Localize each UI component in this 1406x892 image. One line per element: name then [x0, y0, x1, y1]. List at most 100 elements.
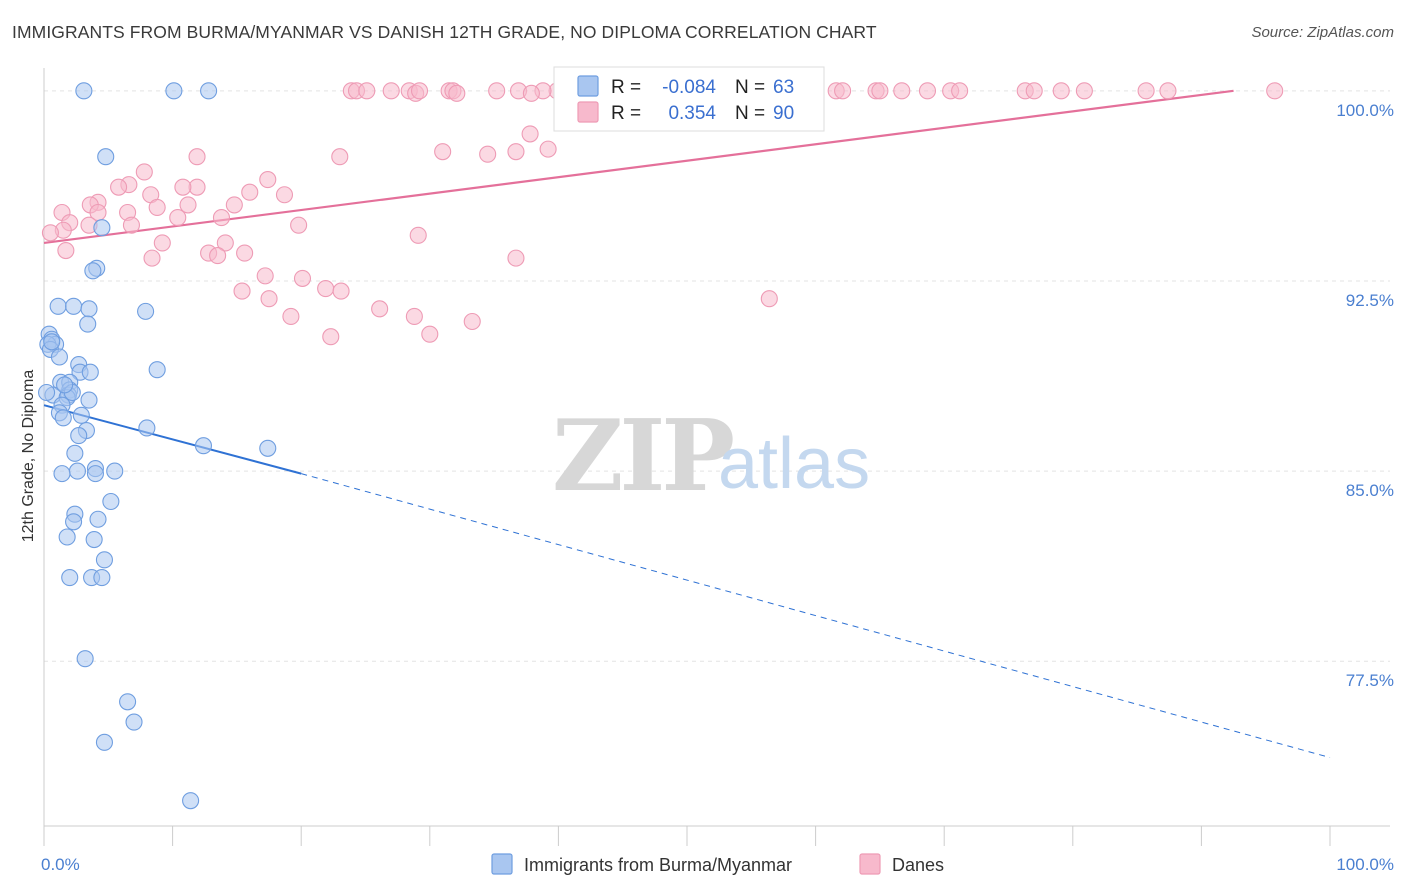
- n-value-blue: 63: [773, 77, 794, 98]
- point-danes: [507, 143, 525, 161]
- point-burma: [68, 462, 86, 480]
- point-burma: [138, 419, 156, 437]
- point-burma: [56, 376, 74, 394]
- bottom-legend: Immigrants from Burma/Myanmar Danes: [491, 853, 944, 875]
- point-burma: [93, 569, 111, 587]
- point-burma: [85, 530, 103, 549]
- point-danes: [290, 216, 308, 234]
- x-tick-label-min: 0.0%: [41, 855, 80, 874]
- bottom-legend-swatch-blue: [491, 853, 513, 875]
- n-label-pink: N =: [735, 103, 765, 124]
- point-burma: [200, 82, 218, 100]
- r-value-blue: -0.084: [662, 77, 716, 98]
- point-danes: [371, 300, 389, 318]
- point-burma: [58, 528, 76, 546]
- point-danes: [434, 143, 452, 161]
- point-burma: [93, 219, 111, 237]
- bottom-legend-label-blue: Immigrants from Burma/Myanmar: [524, 855, 792, 875]
- point-burma: [76, 650, 94, 668]
- point-danes: [463, 312, 481, 331]
- r-label-pink: R =: [611, 103, 641, 124]
- point-danes: [260, 290, 278, 308]
- point-danes: [225, 196, 243, 214]
- point-danes: [57, 241, 75, 260]
- point-burma: [75, 82, 93, 100]
- point-danes: [135, 163, 153, 181]
- point-danes: [209, 247, 227, 265]
- point-danes: [293, 269, 312, 287]
- point-danes: [122, 216, 140, 234]
- r-value-pink: 0.354: [668, 103, 716, 124]
- point-burma: [86, 465, 104, 483]
- point-burma: [125, 713, 143, 731]
- point-burma: [49, 297, 67, 315]
- point-danes: [405, 307, 423, 325]
- point-burma: [148, 361, 166, 379]
- point-danes: [1075, 82, 1093, 100]
- point-danes: [410, 82, 429, 100]
- point-burma: [79, 315, 97, 333]
- point-burma: [65, 513, 83, 531]
- watermark-zip: ZIP: [552, 399, 733, 514]
- point-danes: [241, 183, 259, 201]
- point-danes: [179, 196, 197, 214]
- point-danes: [488, 82, 506, 100]
- point-burma: [50, 348, 68, 366]
- point-danes: [918, 82, 937, 100]
- point-danes: [448, 84, 466, 102]
- y-tick-label: 77.5%: [1346, 671, 1394, 690]
- point-danes: [216, 234, 234, 252]
- point-danes: [282, 307, 300, 325]
- point-danes: [834, 82, 852, 100]
- point-burma: [182, 792, 200, 810]
- point-danes: [893, 82, 911, 100]
- point-burma: [54, 409, 72, 427]
- r-label-blue: R =: [611, 77, 641, 98]
- point-burma: [66, 444, 84, 462]
- bottom-legend-swatch-pink: [859, 853, 881, 875]
- gridlines: [44, 90, 1390, 662]
- point-danes: [322, 328, 340, 346]
- point-burma: [119, 693, 137, 711]
- point-burma: [65, 297, 83, 315]
- watermark-atlas: atlas: [718, 424, 870, 504]
- point-danes: [174, 178, 192, 196]
- point-burma: [106, 462, 124, 480]
- stats-legend: R = -0.084 N = 63 R = 0.354 N = 90: [553, 66, 825, 132]
- point-danes: [259, 170, 277, 189]
- point-burma: [53, 465, 71, 483]
- point-danes: [143, 249, 161, 267]
- trend-line-blue-extension: [301, 473, 1331, 759]
- point-burma: [84, 262, 102, 280]
- point-burma: [95, 733, 113, 751]
- point-danes: [332, 282, 350, 300]
- point-danes: [522, 84, 540, 102]
- point-burma: [102, 492, 120, 511]
- chart-title: IMMIGRANTS FROM BURMA/MYANMAR VS DANISH …: [12, 22, 877, 42]
- point-danes: [1052, 82, 1070, 100]
- point-burma: [165, 82, 183, 100]
- point-danes: [358, 82, 376, 100]
- point-danes: [1159, 82, 1177, 100]
- point-danes: [256, 267, 274, 285]
- y-tick-label: 85.0%: [1346, 481, 1394, 500]
- point-burma: [95, 551, 113, 569]
- point-danes: [760, 290, 778, 308]
- point-danes: [507, 249, 525, 267]
- point-danes: [148, 198, 166, 216]
- trend-line-pink: [43, 89, 1234, 245]
- point-danes: [41, 224, 59, 242]
- point-danes: [169, 209, 187, 227]
- point-burma: [80, 391, 98, 409]
- point-burma: [137, 302, 155, 320]
- point-danes: [409, 226, 427, 244]
- point-danes: [317, 280, 335, 298]
- tick-labels: 100.0% 92.5% 85.0% 77.5% 0.0% 100.0%: [41, 101, 1394, 874]
- point-burma: [259, 439, 277, 457]
- n-value-pink: 90: [773, 103, 794, 124]
- point-danes: [153, 234, 171, 252]
- point-burma: [43, 333, 61, 351]
- axes: [43, 68, 1390, 846]
- point-danes: [331, 148, 349, 166]
